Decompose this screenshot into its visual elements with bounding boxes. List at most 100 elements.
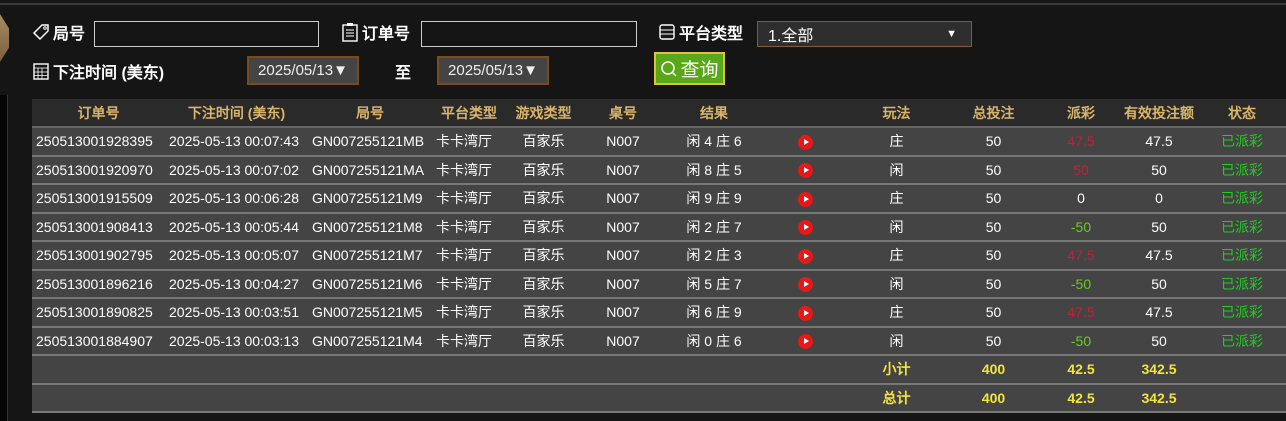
- game-cell: 百家乐: [506, 298, 581, 328]
- total-cell: 50: [945, 184, 1042, 214]
- sidebar-strip: [0, 95, 8, 421]
- total-cell: 50: [945, 241, 1042, 271]
- time-cell: 2025-05-13 00:07:43: [165, 127, 308, 157]
- game-cell: 百家乐: [506, 212, 581, 242]
- valid-cell: 50: [1120, 212, 1198, 242]
- game-cell: 百家乐: [506, 241, 581, 271]
- replay-cell: [763, 269, 848, 299]
- table-row[interactable]: 250513001928395 2025-05-13 00:07:43 GN0072…: [32, 127, 1286, 157]
- table-cell: N007: [581, 212, 665, 242]
- table-cell: N007: [581, 184, 665, 214]
- empty-cell: [1198, 383, 1286, 413]
- order-cell: 250513001920970: [32, 155, 165, 185]
- column-header: 结果: [665, 99, 763, 128]
- order-cell: 250513001902795: [32, 241, 165, 271]
- result-cell: 闲 2 庄 3: [665, 241, 763, 271]
- order-label: 订单号: [341, 20, 410, 44]
- sidebar-toggle[interactable]: [0, 14, 9, 62]
- time-label: 下注时间 (美东): [32, 59, 164, 83]
- total-cell: 50: [945, 326, 1042, 356]
- grandtotal-valid: 342.5: [1120, 383, 1198, 413]
- payout-cell: -50: [1042, 326, 1120, 356]
- game-cell: 百家乐: [506, 326, 581, 356]
- status-cell: 已派彩: [1198, 326, 1286, 356]
- column-header: [763, 99, 848, 128]
- play-video-icon[interactable]: [798, 163, 813, 179]
- play-video-icon[interactable]: [798, 277, 813, 293]
- time-cell: 2025-05-13 00:03:51: [165, 298, 308, 328]
- bet-cell: 闲: [848, 212, 945, 242]
- round-cell: GN007255121M5: [308, 298, 432, 328]
- column-header: 总投注: [945, 99, 1042, 128]
- platform-cell: 卡卡湾厅: [432, 155, 506, 185]
- play-video-icon[interactable]: [798, 134, 813, 150]
- table-row[interactable]: 250513001890825 2025-05-13 00:03:51 GN0072…: [32, 298, 1286, 328]
- time-cell: 2025-05-13 00:04:27: [165, 269, 308, 299]
- bet-cell: 庄: [848, 241, 945, 271]
- game-cell: 百家乐: [506, 184, 581, 214]
- table-row[interactable]: 250513001884907 2025-05-13 00:03:13 GN0072…: [32, 326, 1286, 356]
- round-cell: GN007255121M8: [308, 212, 432, 242]
- order-cell: 250513001884907: [32, 326, 165, 356]
- table-row[interactable]: 250513001920970 2025-05-13 00:07:02 GN0072…: [32, 155, 1286, 185]
- table-cell: N007: [581, 298, 665, 328]
- subtotal-row: 小计 400 42.5 342.5: [32, 355, 1286, 385]
- round-cell: GN007255121M9: [308, 184, 432, 214]
- replay-cell: [763, 298, 848, 328]
- query-button[interactable]: 查询: [654, 52, 725, 85]
- round-input[interactable]: [94, 21, 319, 47]
- table-cell: N007: [581, 241, 665, 271]
- column-header: 桌号: [581, 99, 665, 128]
- payout-cell: -50: [1042, 212, 1120, 242]
- play-video-icon[interactable]: [798, 248, 813, 264]
- status-cell: 已派彩: [1198, 127, 1286, 157]
- order-input[interactable]: [421, 21, 637, 47]
- play-video-icon[interactable]: [798, 334, 813, 350]
- table-row[interactable]: 250513001915509 2025-05-13 00:06:28 GN0072…: [32, 184, 1286, 214]
- play-video-icon[interactable]: [798, 191, 813, 207]
- play-video-icon[interactable]: [798, 305, 813, 321]
- replay-cell: [763, 241, 848, 271]
- replay-cell: [763, 127, 848, 157]
- subtotal-total: 400: [945, 355, 1042, 385]
- empty-cell: [1198, 355, 1286, 385]
- platform-cell: 卡卡湾厅: [432, 326, 506, 356]
- to-label: 至: [395, 65, 412, 82]
- chevron-down-icon: ▼: [946, 28, 957, 40]
- table-row[interactable]: 250513001896216 2025-05-13 00:04:27 GN0072…: [32, 269, 1286, 299]
- subtotal-valid: 342.5: [1120, 355, 1198, 385]
- time-cell: 2025-05-13 00:03:13: [165, 326, 308, 356]
- date-from-picker[interactable]: 2025/05/13▼: [247, 56, 359, 85]
- result-cell: 闲 6 庄 9: [665, 298, 763, 328]
- table-row[interactable]: 250513001908413 2025-05-13 00:05:44 GN0072…: [32, 212, 1286, 242]
- replay-cell: [763, 184, 848, 214]
- payout-cell: -50: [1042, 269, 1120, 299]
- table-row[interactable]: 250513001902795 2025-05-13 00:05:07 GN0072…: [32, 241, 1286, 271]
- order-cell: 250513001890825: [32, 298, 165, 328]
- order-cell: 250513001896216: [32, 269, 165, 299]
- payout-cell: 47.5: [1042, 241, 1120, 271]
- time-cell: 2025-05-13 00:05:07: [165, 241, 308, 271]
- column-header: 下注时间 (美东): [165, 99, 308, 128]
- platform-select[interactable]: 1.全部 ▼: [757, 21, 972, 47]
- platform-label: 平台类型: [658, 20, 743, 44]
- date-to-picker[interactable]: 2025/05/13▼: [437, 56, 549, 85]
- status-cell: 已派彩: [1198, 155, 1286, 185]
- platform-cell: 卡卡湾厅: [432, 212, 506, 242]
- order-cell: 250513001928395: [32, 127, 165, 157]
- order-cell: 250513001908413: [32, 212, 165, 242]
- result-cell: 闲 4 庄 6: [665, 127, 763, 157]
- table-cell: N007: [581, 155, 665, 185]
- server-icon: [659, 24, 675, 40]
- column-header: 派彩: [1042, 99, 1120, 128]
- empty-cell: [32, 383, 848, 413]
- subtotal-payout: 42.5: [1042, 355, 1120, 385]
- platform-cell: 卡卡湾厅: [432, 269, 506, 299]
- grandtotal-label: 总计: [848, 383, 945, 413]
- table-header: 订单号 下注时间 (美东) 局号 平台类型 游戏类型 桌号 结果 玩法 总投注 派彩 有效投注额 状态: [32, 99, 1286, 128]
- order-cell: 250513001915509: [32, 184, 165, 214]
- valid-cell: 50: [1120, 155, 1198, 185]
- bet-records-table: 订单号 下注时间 (美东) 局号 平台类型 游戏类型 桌号 结果 玩法 总投注 派彩 有效投注额 状态…: [32, 99, 1286, 413]
- bet-cell: 庄: [848, 298, 945, 328]
- play-video-icon[interactable]: [798, 220, 813, 236]
